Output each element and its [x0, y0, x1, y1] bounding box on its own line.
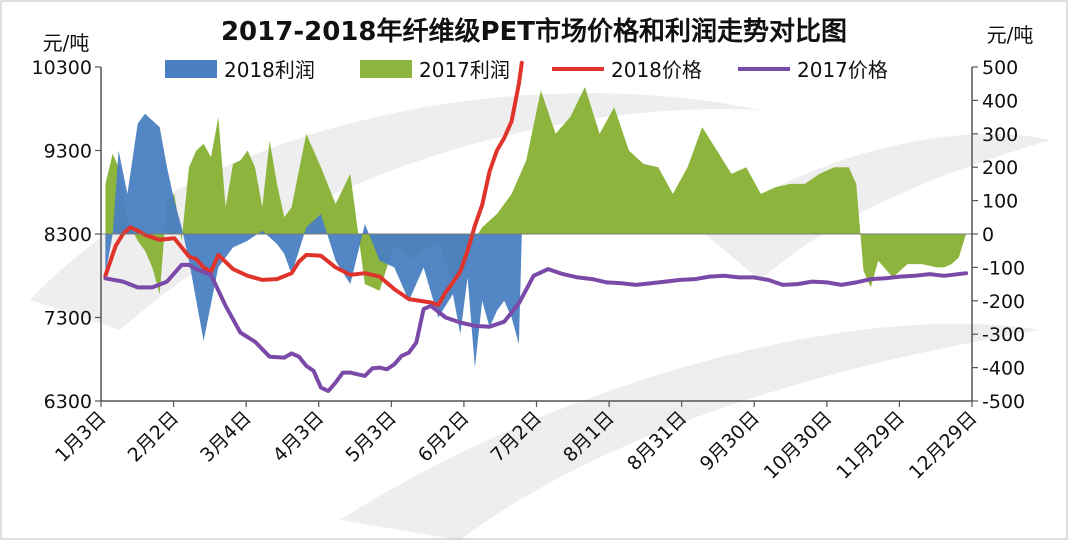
series-line-price-2017 [103, 262, 969, 393]
left-tick-label: 10300 [32, 57, 92, 79]
legend-swatch-2018-profit [165, 60, 217, 78]
legend-swatch-2017-profit [360, 60, 412, 78]
right-tick-label: -400 [982, 358, 1025, 380]
chart-title: 2017-2018年纤维级PET市场价格和利润走势对比图 [221, 16, 847, 47]
legend-label-2018-profit: 2018利润 [224, 58, 315, 82]
left-axis-unit: 元/吨 [43, 31, 90, 55]
series-line-price-2018 [103, 60, 524, 307]
legend-label-2017-price: 2017价格 [797, 58, 888, 82]
right-axis-unit: 元/吨 [987, 23, 1034, 47]
right-tick-label: 400 [982, 90, 1018, 112]
right-tick-label: 100 [982, 191, 1018, 213]
plot-area [103, 60, 969, 393]
right-tick-label: -500 [982, 391, 1025, 413]
left-tick-label: 7300 [44, 308, 92, 330]
right-tick-label: -200 [982, 291, 1025, 313]
legend-label-2017-profit: 2017利润 [419, 58, 510, 82]
legend: 2018利润 2017利润 2018价格 2017价格 [165, 58, 888, 82]
right-tick-label: 300 [982, 124, 1018, 146]
series-area-profit-2018 [105, 113, 522, 368]
left-tick-label: 9300 [44, 141, 92, 163]
right-tick-label: -300 [982, 324, 1025, 346]
right-tick-label: 0 [982, 224, 994, 246]
right-tick-label: 500 [982, 57, 1018, 79]
series-area-profit-2017 [105, 87, 967, 295]
right-tick-label: 200 [982, 157, 1018, 179]
legend-label-2018-price: 2018价格 [611, 58, 702, 82]
right-tick-label: -100 [982, 257, 1025, 279]
left-tick-label: 8300 [44, 224, 92, 246]
left-tick-label: 6300 [44, 391, 92, 413]
